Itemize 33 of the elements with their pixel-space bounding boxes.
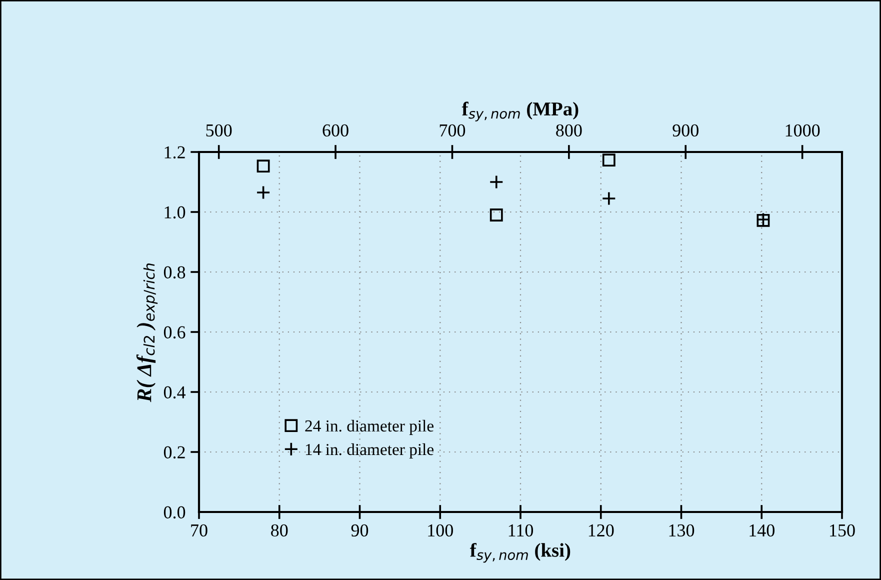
x-tick-label: 120 bbox=[588, 524, 614, 537]
x-tick-label: 110 bbox=[508, 524, 534, 537]
y-tick-label: 0.4 bbox=[164, 386, 186, 399]
point bbox=[602, 154, 616, 167]
point bbox=[256, 185, 270, 200]
x2-tick-label: 500 bbox=[206, 124, 232, 137]
x2-tick-label: 800 bbox=[556, 124, 582, 137]
y-tick-label: 1.0 bbox=[164, 206, 186, 219]
x2-tick-label: 600 bbox=[322, 124, 348, 137]
x-tick-label: 150 bbox=[830, 524, 855, 537]
x-tick-label: 130 bbox=[669, 524, 694, 537]
legend-label: 24 in. diameter pile bbox=[305, 420, 434, 435]
x-tick-label: 80 bbox=[271, 524, 288, 537]
x2-axis-title: f$_{sy,nom}$ (MPa) bbox=[462, 102, 578, 122]
x-tick-label: 100 bbox=[428, 524, 453, 537]
point bbox=[489, 174, 504, 190]
y-tick-label: 0.0 bbox=[164, 506, 186, 519]
point bbox=[602, 191, 616, 206]
x2-tick-label: 1000 bbox=[786, 124, 820, 137]
x-tick-label: 140 bbox=[750, 524, 774, 537]
y-tick-label: 0.2 bbox=[164, 446, 185, 459]
x2-tick-label: 700 bbox=[440, 124, 466, 137]
y-tick-label: 0.6 bbox=[164, 326, 186, 339]
legend-label: 14 in. diameter pile bbox=[306, 443, 434, 459]
x-tick-label: 70 bbox=[191, 524, 208, 537]
x-tick-label: 90 bbox=[351, 524, 368, 537]
x-axis-title: f$_{sy,nom}$ (ksi) bbox=[470, 542, 570, 563]
y-axis-title: R( Δf$_{cl2}$ )$_{exp/rich}$ bbox=[136, 264, 158, 402]
y-tick-label: 0.8 bbox=[164, 266, 186, 279]
point bbox=[490, 208, 503, 222]
y-tick-label: 1.2 bbox=[164, 146, 185, 159]
x2-tick-label: 900 bbox=[672, 124, 698, 137]
point bbox=[256, 160, 270, 173]
